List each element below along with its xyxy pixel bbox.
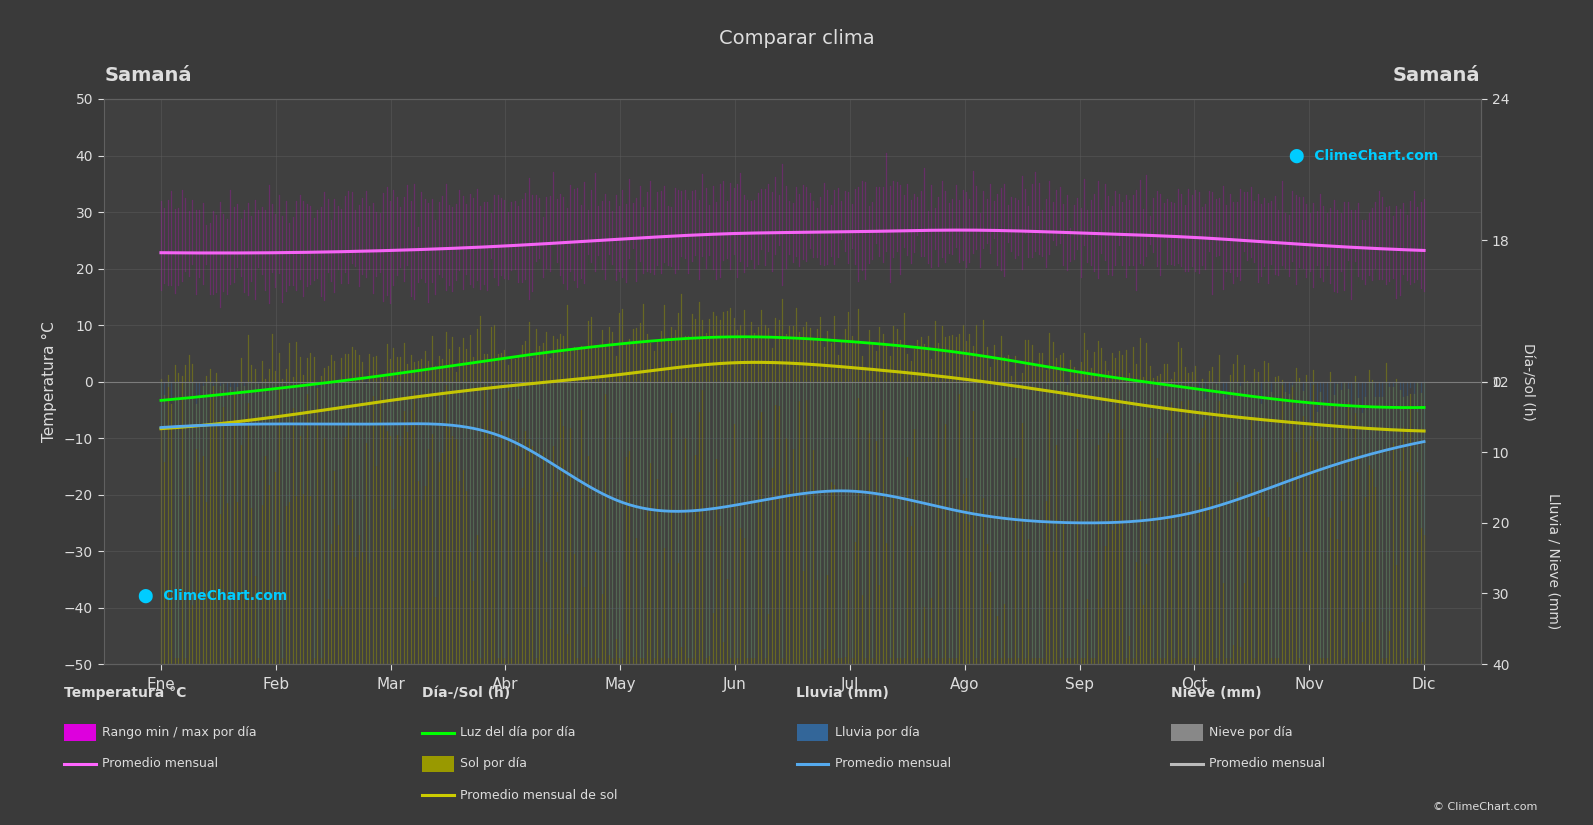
Text: Lluvia / Nieve (mm): Lluvia / Nieve (mm) [1547, 493, 1560, 629]
Text: Día-/Sol (h): Día-/Sol (h) [422, 686, 510, 700]
Text: Promedio mensual: Promedio mensual [1209, 757, 1325, 771]
Y-axis label: Temperatura °C: Temperatura °C [41, 321, 57, 442]
Text: Sol por día: Sol por día [460, 757, 527, 771]
Text: Lluvia (mm): Lluvia (mm) [796, 686, 889, 700]
Text: Luz del día por día: Luz del día por día [460, 726, 577, 739]
Text: Promedio mensual: Promedio mensual [835, 757, 951, 771]
Text: Nieve por día: Nieve por día [1209, 726, 1292, 739]
Text: Nieve (mm): Nieve (mm) [1171, 686, 1262, 700]
Text: Promedio mensual de sol: Promedio mensual de sol [460, 789, 618, 802]
Text: Comparar clima: Comparar clima [718, 29, 875, 48]
Text: Temperatura °C: Temperatura °C [64, 686, 186, 700]
Text: Promedio mensual: Promedio mensual [102, 757, 218, 771]
Text: ⬤  ClimeChart.com: ⬤ ClimeChart.com [1289, 148, 1438, 163]
Y-axis label: Día-/Sol (h): Día-/Sol (h) [1521, 342, 1534, 421]
Text: Samaná: Samaná [1392, 66, 1480, 85]
Text: Lluvia por día: Lluvia por día [835, 726, 919, 739]
Text: © ClimeChart.com: © ClimeChart.com [1432, 802, 1537, 812]
Text: ⬤  ClimeChart.com: ⬤ ClimeChart.com [139, 589, 287, 603]
Text: Samaná: Samaná [105, 66, 193, 85]
Text: Rango min / max por día: Rango min / max por día [102, 726, 256, 739]
